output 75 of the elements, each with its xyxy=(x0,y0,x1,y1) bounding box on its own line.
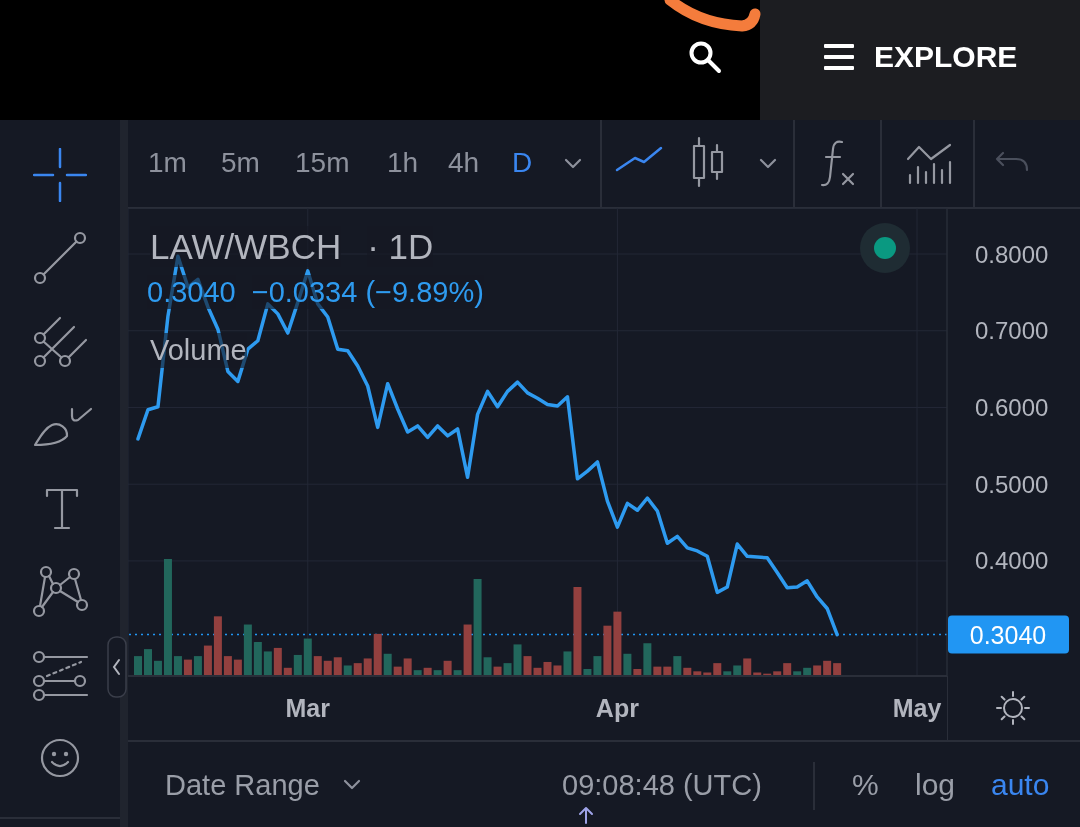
text: 09:08:48 (UTC) xyxy=(562,768,762,801)
text: LAW/WBCH xyxy=(150,227,342,266)
bar xyxy=(253,642,262,676)
bar xyxy=(733,665,742,676)
y-tick-label: 0.8000 xyxy=(975,240,1049,268)
text: Date Range xyxy=(165,768,320,801)
bar xyxy=(813,665,822,676)
bar xyxy=(443,660,452,676)
bar xyxy=(163,559,172,676)
bar xyxy=(673,656,682,676)
bar xyxy=(713,663,722,676)
bar xyxy=(403,658,412,676)
bar xyxy=(333,657,342,676)
text: 15m xyxy=(295,147,350,179)
bar xyxy=(323,660,332,676)
bar xyxy=(263,651,272,676)
text: 5m xyxy=(221,147,260,179)
bar xyxy=(173,656,182,676)
annotation: −0.0334 (−9.89%) xyxy=(251,276,484,308)
y-tick-label: 0.7000 xyxy=(975,317,1049,345)
text: % xyxy=(852,768,879,801)
bar xyxy=(193,656,202,676)
bar xyxy=(743,658,752,676)
text: EXPLORE xyxy=(874,40,1018,73)
annotation: 0.3040 xyxy=(147,276,236,308)
bar xyxy=(783,663,792,676)
bar xyxy=(363,658,372,676)
bar xyxy=(483,657,492,676)
text: 1h xyxy=(387,147,419,179)
text: D xyxy=(512,147,533,179)
bar xyxy=(133,656,142,676)
bar xyxy=(593,656,602,676)
bar xyxy=(293,654,302,676)
bar xyxy=(473,578,482,676)
bar xyxy=(573,587,582,676)
text: auto xyxy=(991,768,1050,801)
bar xyxy=(373,633,382,676)
text: · 1D xyxy=(367,227,434,266)
chart-title: Volume xyxy=(150,334,247,366)
bar xyxy=(563,651,572,676)
bar xyxy=(313,656,322,676)
bar xyxy=(223,656,232,676)
bar xyxy=(243,624,252,676)
text: log xyxy=(915,768,956,801)
bar xyxy=(343,665,352,676)
bar xyxy=(823,660,832,676)
bar xyxy=(643,643,652,676)
x-tick-label: Mar xyxy=(285,693,331,722)
text: 1m xyxy=(148,147,187,179)
bar xyxy=(463,624,472,676)
bar xyxy=(523,656,532,676)
bar xyxy=(623,653,632,676)
bar xyxy=(143,649,152,676)
y-tick-label: 0.4000 xyxy=(975,547,1049,575)
bar xyxy=(183,659,192,676)
bar xyxy=(203,645,212,676)
bar xyxy=(503,663,512,676)
bar xyxy=(233,659,242,676)
y-tick-label: 0.6000 xyxy=(975,394,1049,421)
text: 4h xyxy=(448,147,480,179)
bar xyxy=(383,653,392,676)
x-tick-label: Apr xyxy=(595,693,640,722)
bar xyxy=(353,663,362,676)
bar xyxy=(213,616,222,676)
bar xyxy=(303,638,312,676)
bar xyxy=(273,647,282,676)
bar xyxy=(833,663,842,676)
bar xyxy=(153,660,162,676)
bar xyxy=(613,611,622,676)
bar xyxy=(603,625,612,676)
x-tick-label: May xyxy=(892,693,942,722)
bar xyxy=(553,665,562,676)
bar xyxy=(513,644,522,676)
ref-line-label: 0.3040 xyxy=(969,620,1047,649)
y-tick-label: 0.5000 xyxy=(975,470,1049,498)
